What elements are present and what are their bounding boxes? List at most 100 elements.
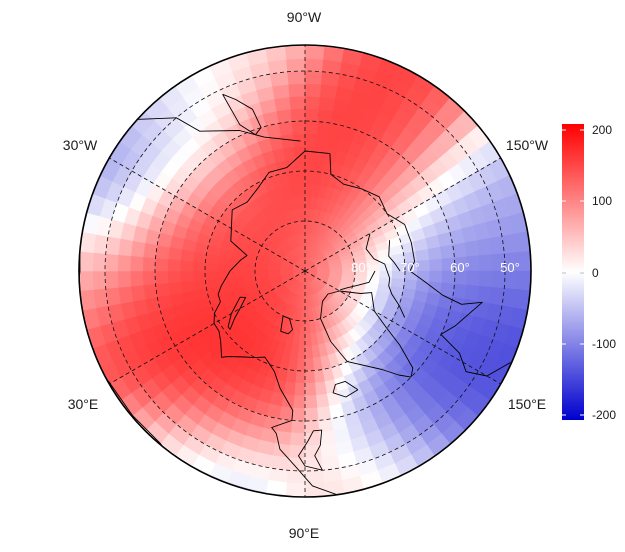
field-cell (452, 242, 468, 259)
field-cell (129, 270, 144, 287)
field-cell (192, 270, 206, 282)
field-cell (295, 357, 306, 372)
field-cell (192, 279, 207, 291)
coastline-segment (280, 315, 293, 335)
field-cell (278, 406, 294, 421)
field-cell (294, 158, 306, 172)
field-cell (217, 270, 231, 279)
field-cell (130, 284, 146, 302)
field-cell (280, 133, 295, 149)
field-cell (229, 270, 244, 278)
field-cell (167, 270, 181, 284)
field-cell (452, 283, 468, 300)
field-cell (304, 407, 319, 422)
field-cell (299, 208, 306, 222)
field-cell (298, 195, 306, 210)
colorbar: 200 100 0 -100 -200 (562, 123, 616, 422)
colorbar-tick-100: 100 (592, 194, 612, 208)
coastline-segment (365, 233, 406, 318)
field-cell (92, 270, 107, 290)
field-cell (304, 133, 318, 147)
field-cell (282, 146, 296, 161)
field-cell (269, 455, 290, 471)
field-cell (304, 95, 321, 110)
graticule (88, 45, 522, 497)
field-cell (104, 270, 119, 289)
field-cell (316, 406, 332, 421)
field-cell (304, 469, 324, 484)
field-cell (130, 240, 146, 258)
field-cell (318, 96, 336, 112)
field-cell (317, 108, 334, 124)
field-cell (291, 120, 306, 135)
coastline-segment (304, 150, 511, 377)
field-cell (304, 70, 323, 85)
field-cell (320, 71, 341, 87)
field-cell (304, 395, 318, 409)
field-cell (142, 256, 156, 272)
field-cell (79, 270, 82, 293)
field-cell (180, 280, 195, 294)
field-cell (272, 83, 291, 100)
field-cell (528, 270, 531, 293)
field-cell (287, 457, 306, 472)
field-cell (117, 285, 134, 304)
field-cell (288, 444, 306, 459)
field-cell (287, 70, 306, 85)
field-cell (179, 259, 194, 272)
field-cell (429, 270, 443, 284)
colorbar-tick-0: 0 (592, 266, 599, 280)
field-cell (319, 83, 338, 100)
field-cell (316, 121, 332, 136)
field-cell (288, 83, 306, 98)
field-cell (304, 432, 321, 447)
field-cell (464, 284, 480, 302)
field-cell (79, 249, 82, 272)
field-cell (464, 240, 480, 258)
field-cell (276, 108, 293, 124)
field-cell (179, 270, 194, 283)
coastline-segment (320, 290, 414, 378)
field-cell (489, 235, 505, 256)
field-cell (315, 393, 330, 409)
field-cell (304, 420, 320, 434)
field-cell (528, 249, 531, 272)
field-cell (304, 320, 311, 334)
field-cell (317, 418, 334, 434)
field-cell (289, 95, 306, 110)
field-cell (297, 183, 306, 197)
coastline-segment (340, 270, 376, 291)
lon-label-lower-left: 30°E (68, 396, 99, 412)
lon-label-lower-right: 150°E (508, 396, 546, 412)
field-cell (304, 158, 316, 172)
field-cell (304, 345, 313, 359)
field-cell (478, 270, 493, 288)
field-cell (155, 244, 170, 260)
field-cell (314, 381, 328, 396)
field-cell (104, 253, 119, 272)
field-cell (300, 220, 306, 234)
coastline-segment (227, 296, 247, 330)
coastline-segment (213, 150, 346, 497)
field-cell (154, 257, 169, 272)
field-cell (117, 238, 134, 257)
field-cell (304, 120, 319, 135)
field-cell (155, 282, 170, 298)
lon-label-bottom: 90°E (289, 525, 320, 541)
field-cell (476, 285, 493, 304)
field-cell (154, 270, 169, 285)
field-cell (294, 370, 306, 384)
field-cell (142, 270, 156, 286)
field-cell (278, 121, 294, 136)
field-cell (476, 238, 493, 257)
field-cell (286, 469, 306, 484)
lon-label-upper-right: 150°W (506, 137, 549, 153)
colorbar-tick-neg100: -100 (592, 337, 616, 351)
field-cell (304, 370, 316, 384)
field-cell (283, 45, 306, 48)
field-cell (304, 145, 317, 160)
field-cell (293, 382, 306, 397)
field-cell (313, 369, 325, 384)
field-cell (427, 246, 443, 261)
